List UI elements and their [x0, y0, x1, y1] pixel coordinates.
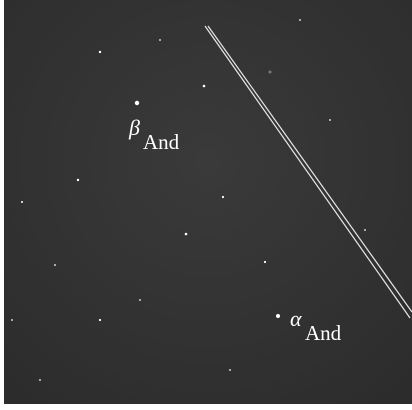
star	[364, 229, 366, 231]
star	[185, 233, 188, 236]
star	[77, 179, 79, 181]
star	[222, 196, 224, 198]
star	[99, 319, 101, 321]
sky-background	[4, 0, 412, 404]
star-symbol: β	[128, 115, 140, 140]
star	[229, 369, 231, 371]
star-constellation: And	[143, 130, 180, 154]
star	[39, 379, 41, 381]
star	[269, 71, 272, 74]
star-constellation: And	[305, 321, 342, 345]
star	[11, 319, 13, 321]
star	[99, 51, 101, 53]
sky-photo: β And α And	[0, 0, 412, 410]
star	[264, 261, 266, 263]
star	[203, 85, 206, 88]
star	[299, 19, 301, 21]
star	[139, 299, 141, 301]
star-symbol: α	[290, 306, 302, 331]
star	[329, 119, 331, 121]
star	[135, 101, 139, 105]
star	[276, 314, 280, 318]
star	[21, 201, 23, 203]
star	[159, 39, 161, 41]
star	[54, 264, 56, 266]
